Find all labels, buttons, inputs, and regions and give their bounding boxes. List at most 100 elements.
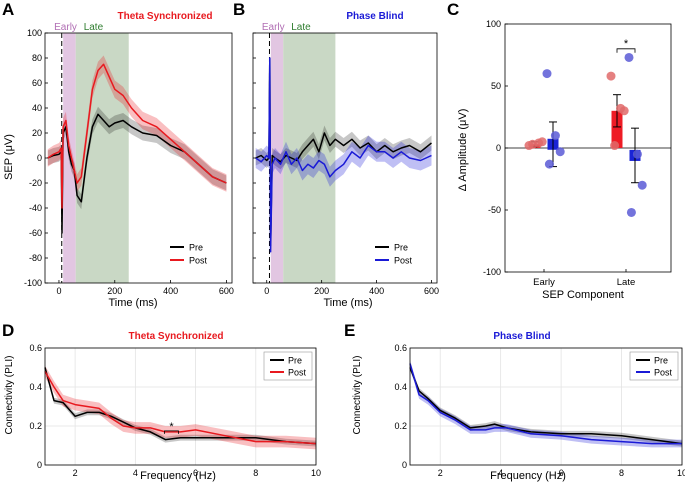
title-e: Phase Blind (493, 331, 550, 342)
x-tick-label: 8 (619, 468, 624, 478)
panel-letter-b: B (233, 0, 245, 19)
x-tick-label: 6 (559, 468, 564, 478)
data-point (550, 131, 560, 141)
x-tick-label: 0 (56, 286, 61, 296)
legend-label-post: Post (189, 256, 208, 266)
xlabel-b: Time (ms) (323, 297, 372, 309)
y-tick-label: 0.2 (29, 421, 42, 431)
x-tick-label: 10 (311, 468, 321, 478)
y-tick-label: -40 (29, 203, 42, 213)
ylabel-c: Δ Amplitude (μV) (457, 109, 469, 192)
panel-letter-d: D (2, 321, 14, 340)
title-d: Theta Synchronized (128, 331, 223, 342)
x-category-label: Late (617, 277, 636, 288)
bar-theta-late (611, 110, 623, 148)
data-point (544, 159, 554, 169)
y-tick-label: 0.6 (394, 343, 407, 353)
series-line-post (255, 57, 432, 253)
legend-label-pre: Pre (394, 243, 408, 253)
axes-frame (409, 347, 683, 466)
panel-letter-e: E (344, 321, 355, 340)
series-band-pre (410, 364, 682, 447)
data-point (624, 52, 634, 62)
series-line-post (44, 371, 317, 445)
panel-letter-c: C (447, 0, 459, 19)
x-tick-label: 4 (133, 468, 138, 478)
x-tick-label: 600 (219, 286, 234, 296)
early-window-label: Early (262, 22, 285, 33)
early-window (270, 33, 284, 283)
y-tick-label: -60 (29, 228, 42, 238)
y-tick-label: 0 (402, 460, 407, 470)
y-tick-label: -80 (29, 253, 42, 263)
xlabel-c: SEP Component (542, 289, 624, 301)
legend-label-post: Post (288, 368, 307, 378)
legend-label-pre: Pre (189, 243, 203, 253)
x-tick-label: 8 (253, 468, 258, 478)
late-window-label: Late (291, 22, 311, 33)
late-window-label: Late (84, 22, 104, 33)
data-point (606, 71, 616, 81)
early-window-label: Early (54, 22, 77, 33)
significance-star: * (169, 421, 174, 433)
title-a: Theta Synchronized (117, 11, 212, 22)
ylabel-a: SEP (μV) (3, 134, 15, 180)
y-tick-label: 80 (32, 53, 42, 63)
y-tick-label: -100 (24, 278, 42, 288)
series-line-post (47, 63, 227, 209)
data-point (555, 147, 565, 157)
x-category-label: Early (533, 277, 555, 288)
xlabel-d: Frequency (Hz) (140, 470, 216, 482)
y-tick-label: 0 (37, 153, 42, 163)
data-point (626, 207, 636, 217)
y-tick-label: -20 (29, 178, 42, 188)
data-point (542, 69, 552, 79)
series-band-post (47, 55, 227, 217)
significance-star: * (624, 38, 629, 50)
y-tick-label: 0.4 (29, 382, 42, 392)
y-tick-label: 0 (37, 460, 42, 470)
chart-a: Early Late 0 200 400 600 -100 -80 -60 -40 -20 0 20 40… (24, 22, 234, 296)
y-tick-label: 0.6 (29, 343, 42, 353)
significance-bracket (616, 48, 636, 53)
title-b: Phase Blind (346, 11, 403, 22)
y-tick-label: -100 (483, 267, 501, 277)
chart-c: -100 -50 0 50 100 Early Late * (483, 19, 672, 288)
x-tick-label: 600 (424, 286, 439, 296)
legend-label-post: Post (394, 256, 413, 266)
ylabel-d: Connectivity (PLI) (4, 356, 15, 435)
late-window (75, 33, 129, 283)
chart-b: Early Late 0 200 400 600 Pre Post (252, 22, 439, 296)
chart-d: 2 4 6 8 10 0 0.2 0.4 0.6 Pre Post * (29, 343, 321, 478)
axes-frame (44, 347, 317, 466)
x-tick-label: 10 (677, 468, 685, 478)
y-tick-label: 0.2 (394, 421, 407, 431)
x-tick-label: 400 (369, 286, 384, 296)
significance-bracket (164, 430, 179, 434)
data-point (610, 141, 620, 151)
y-tick-label: 100 (486, 19, 501, 29)
legend-box (263, 351, 313, 381)
series-band-post (255, 48, 432, 262)
x-tick-label: 0 (264, 286, 269, 296)
x-tick-label: 6 (193, 468, 198, 478)
data-point (528, 139, 538, 149)
y-tick-label: -50 (488, 205, 501, 215)
series-band-pre (255, 50, 432, 253)
y-tick-label: 60 (32, 78, 42, 88)
xlabel-a: Time (ms) (108, 297, 157, 309)
series-line-pre (409, 367, 683, 445)
y-tick-label: 0.4 (394, 382, 407, 392)
ylabel-e: Connectivity (PLI) (352, 356, 363, 435)
y-tick-label: 100 (27, 28, 42, 38)
data-point (632, 149, 642, 159)
x-tick-label: 4 (498, 468, 503, 478)
legend-label-pre: Pre (288, 356, 302, 366)
x-tick-label: 2 (73, 468, 78, 478)
y-tick-label: 20 (32, 128, 42, 138)
series-line-post (409, 363, 682, 445)
y-tick-label: 50 (491, 81, 501, 91)
legend-label-post: Post (654, 368, 673, 378)
x-tick-label: 200 (314, 286, 329, 296)
